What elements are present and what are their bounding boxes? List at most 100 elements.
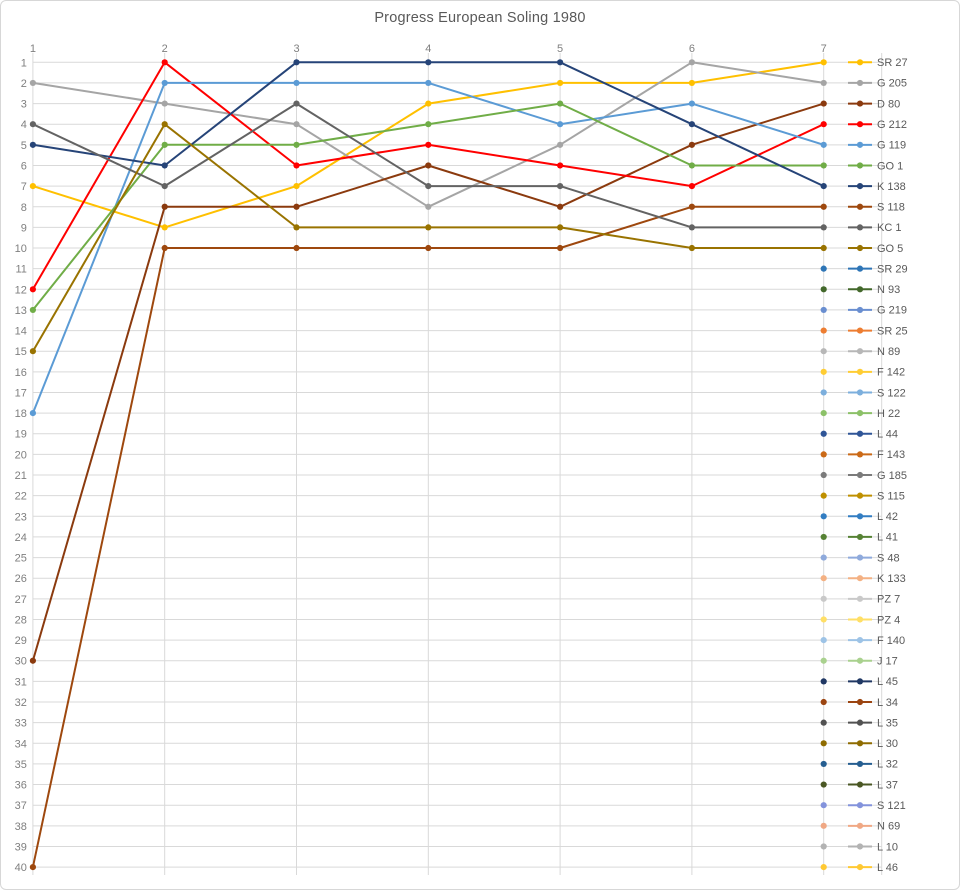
- series-h-22: [820, 410, 827, 417]
- y-tick-label: 8: [21, 202, 27, 214]
- y-tick-label: 23: [15, 511, 27, 523]
- legend-marker-dot: [856, 740, 864, 747]
- series-marker-g-185: [820, 471, 827, 479]
- series-marker-g-212: [293, 162, 300, 169]
- legend-label: J 17: [877, 656, 898, 668]
- series-marker-g-119: [688, 100, 696, 107]
- series-marker-go-1: [425, 121, 432, 128]
- y-tick-label: 19: [15, 429, 27, 441]
- series-marker-g-119: [293, 79, 300, 87]
- legend-item-s-122: S 122: [848, 387, 906, 399]
- legend-marker-dot: [856, 410, 864, 417]
- series-marker-kc-1: [820, 224, 827, 231]
- series-l-45: [820, 678, 827, 685]
- legend-label: G 219: [877, 305, 907, 317]
- series-marker-s-118: [161, 244, 168, 252]
- y-tick-label: 3: [21, 99, 27, 111]
- series-f-140: [820, 637, 827, 644]
- x-axis-labels: 1 2 3 4 5 6 7: [30, 43, 827, 55]
- series-marker-sr-27: [688, 79, 696, 87]
- series-marker-sr-25: [820, 327, 827, 334]
- legend-label: G 185: [877, 470, 907, 482]
- legend-marker-dot: [856, 616, 864, 623]
- legend-label: L 46: [877, 862, 898, 874]
- legend-marker-dot: [856, 843, 864, 850]
- legend-label: L 10: [877, 841, 898, 853]
- legend-item-g-185: G 185: [848, 470, 907, 482]
- series-marker-k-133: [820, 575, 827, 582]
- series-marker-d-80: [820, 100, 827, 107]
- series-marker-d-80: [557, 203, 564, 210]
- legend-item-g-119: G 119: [848, 140, 906, 152]
- series-s-48: [820, 554, 827, 561]
- x-tick-label: 1: [30, 43, 36, 55]
- legend-item-l-10: L 10: [848, 841, 898, 853]
- series-marker-l-34: [820, 698, 827, 706]
- legend-item-sr-27: SR 27: [848, 57, 908, 69]
- series-marker-go-1: [688, 162, 696, 169]
- series-marker-k-138: [688, 121, 696, 128]
- legend-label: PZ 4: [877, 614, 900, 626]
- y-tick-label: 27: [15, 594, 27, 606]
- vertical-gridlines: [32, 53, 883, 875]
- series-marker-l-30: [820, 740, 827, 747]
- legend-marker-dot: [856, 286, 864, 293]
- series-marker-k-138: [161, 162, 168, 169]
- series-marker-go-1: [293, 141, 300, 148]
- series-marker-g-205: [161, 100, 168, 107]
- legend: SR 27 G 205 D 80 G 212 G 119 GO 1 K 138 S 118 KC…: [848, 57, 908, 874]
- legend-marker-dot: [856, 698, 864, 706]
- series-marker-n-93: [820, 286, 827, 293]
- series-l-30: [820, 740, 827, 747]
- legend-marker-dot: [856, 513, 864, 520]
- series-marker-pz-4: [820, 616, 827, 623]
- y-tick-label: 38: [15, 821, 27, 833]
- legend-marker-dot: [856, 719, 864, 726]
- series-marker-kc-1: [293, 100, 300, 107]
- series-marker-go-5: [293, 224, 300, 231]
- legend-label: H 22: [877, 408, 900, 420]
- series-marker-k-138: [557, 59, 564, 66]
- x-tick-label: 5: [557, 43, 563, 55]
- series-k-138: [29, 59, 827, 190]
- legend-label: L 32: [877, 759, 898, 771]
- series-l-10: [820, 843, 827, 850]
- y-tick-label: 26: [15, 573, 27, 585]
- series-marker-f-140: [820, 637, 827, 644]
- legend-label: L 37: [877, 779, 898, 791]
- series-g-205: [29, 59, 827, 210]
- y-tick-label: 2: [21, 78, 27, 90]
- series-marker-l-42: [820, 513, 827, 520]
- legend-label: L 45: [877, 676, 898, 688]
- legend-item-g-205: G 205: [848, 78, 907, 90]
- series-marker-g-205: [820, 79, 827, 87]
- legend-item-l-42: L 42: [848, 511, 898, 523]
- series-sr-27: [29, 59, 827, 231]
- series-marker-k-138: [29, 141, 36, 148]
- y-tick-label: 5: [21, 140, 27, 152]
- legend-label: G 205: [877, 78, 907, 90]
- legend-item-l-45: L 45: [848, 676, 898, 688]
- legend-marker-dot: [856, 822, 864, 829]
- y-tick-label: 11: [15, 264, 26, 276]
- series-sr-25: [820, 327, 827, 334]
- series-marker-kc-1: [425, 183, 432, 190]
- series-marker-go-5: [688, 244, 696, 252]
- legend-label: L 30: [877, 738, 898, 750]
- legend-item-l-30: L 30: [848, 738, 898, 750]
- y-tick-label: 17: [15, 387, 27, 399]
- series-f-142: [820, 368, 827, 375]
- series-marker-l-10: [820, 843, 827, 850]
- series-d-80: [29, 100, 827, 664]
- series-marker-g-212: [29, 286, 36, 293]
- series-marker-l-41: [820, 533, 827, 541]
- series-marker-g-212: [688, 183, 696, 190]
- legend-item-k-133: K 133: [848, 573, 906, 585]
- series-f-143: [820, 451, 827, 458]
- series-marker-go-5: [29, 348, 36, 355]
- y-tick-label: 34: [15, 738, 27, 750]
- series-marker-kc-1: [161, 183, 168, 190]
- series-marker-s-115: [820, 492, 827, 499]
- series-marker-l-44: [820, 430, 827, 437]
- series-g-119: [29, 79, 827, 417]
